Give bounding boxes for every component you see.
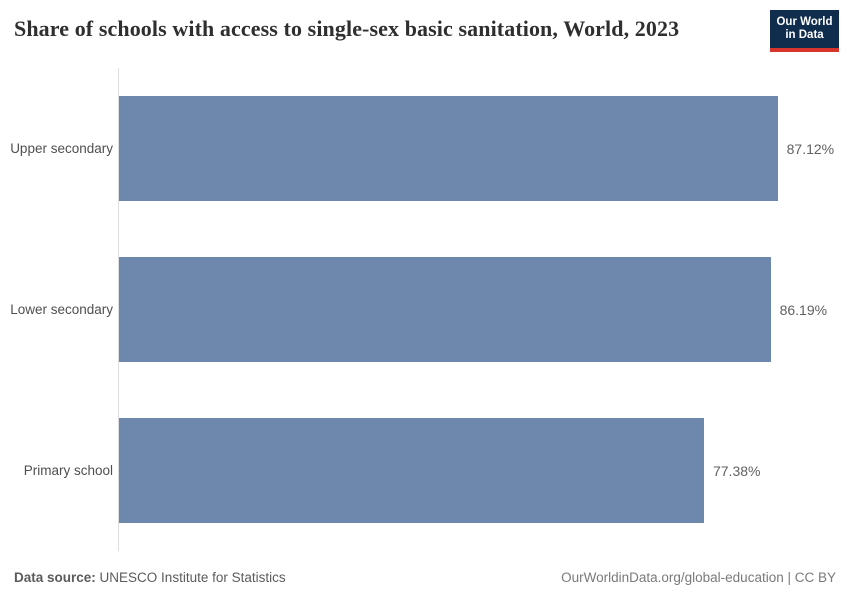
category-label: Primary school [23,463,113,478]
bar[interactable] [119,96,778,201]
value-label: 87.12% [786,140,835,157]
chart-header: Share of schools with access to single-s… [0,0,850,66]
bar-row: Lower secondary 86.19% [0,229,850,390]
value-label: 86.19% [779,301,828,318]
owid-logo-line1: Our World [776,15,833,28]
bar[interactable] [119,418,704,523]
credit-link[interactable]: OurWorldinData.org/global-education | CC… [561,569,836,585]
chart-footer: Data source: UNESCO Institute for Statis… [0,563,850,591]
bar-rows: Upper secondary 87.12% Lower secondary 86.1… [0,68,850,551]
value-label: 77.38% [712,462,761,479]
data-source-label: Data source: [14,569,96,585]
bar-chart: Upper secondary 87.12% Lower secondary 86.1… [0,68,850,551]
bar-row: Upper secondary 87.12% [0,68,850,229]
data-source: Data source: UNESCO Institute for Statis… [14,570,286,585]
owid-logo-line2: in Data [785,29,824,41]
category-label: Lower secondary [10,302,113,317]
owid-logo[interactable]: Our World in Data [770,10,839,52]
bar[interactable] [119,257,771,362]
y-axis-line [118,68,119,551]
bar-row: Primary school 77.38% [0,390,850,551]
data-source-text: UNESCO Institute for Statistics [99,569,286,585]
page-title: Share of schools with access to single-s… [14,16,680,41]
category-label: Upper secondary [10,141,113,156]
